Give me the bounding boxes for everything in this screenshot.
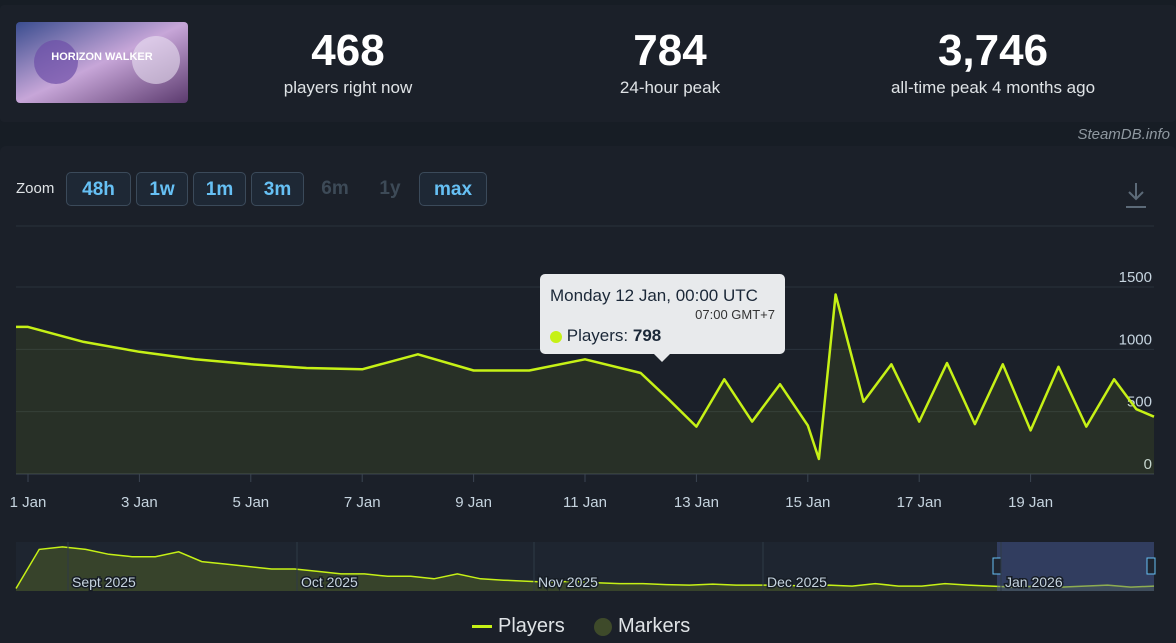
download-icon[interactable]	[1124, 181, 1148, 209]
tooltip-series-dot	[550, 330, 562, 343]
zoom-1m-button[interactable]: 1m	[193, 172, 246, 206]
tooltip-series-value: 798	[632, 326, 662, 345]
zoom-48h-button[interactable]: 48h	[66, 172, 131, 206]
peak-24h-label: 24-hour peak	[619, 78, 721, 97]
players-now-stat: 468 players right now	[268, 28, 428, 98]
legend-players-swatch	[472, 625, 492, 629]
zoom-1w-button[interactable]: 1w	[136, 172, 188, 206]
zoom-6m-button: 6m	[321, 178, 349, 199]
thumbnail-logo-text: HORIZON WALKER	[51, 51, 152, 63]
peak-24h-stat: 784 24-hour peak	[590, 28, 750, 98]
players-now-label: players right now	[283, 78, 413, 97]
chart-tooltip: Monday 12 Jan, 00:00 UTC 07:00 GMT+7 Pla…	[540, 274, 785, 362]
all-time-peak-stat: 3,746 all-time peak 4 months ago	[862, 28, 1124, 98]
legend-players[interactable]: Players	[472, 615, 565, 638]
game-thumbnail[interactable]: HORIZON WALKER	[16, 22, 188, 103]
zoom-max-button[interactable]: max	[419, 172, 487, 206]
chart-panel	[0, 146, 1176, 643]
legend-markers-label: Markers	[618, 615, 691, 637]
legend-players-label: Players	[498, 615, 565, 637]
steamdb-credit[interactable]: SteamDB.info	[1077, 126, 1170, 143]
tooltip-series-label: Players:	[566, 326, 633, 345]
tooltip-pointer	[654, 354, 670, 362]
legend-markers-swatch	[594, 617, 612, 636]
stats-header	[0, 5, 1176, 122]
all-time-peak-label: all-time peak 4 months ago	[890, 78, 1096, 97]
zoom-1y-button: 1y	[379, 178, 401, 199]
tooltip-title: Monday 12 Jan, 00:00 UTC	[550, 286, 758, 305]
all-time-peak-value: 3,746	[937, 26, 1049, 75]
zoom-3m-button[interactable]: 3m	[251, 172, 304, 206]
peak-24h-value: 784	[633, 26, 707, 75]
zoom-label: Zoom	[16, 180, 55, 197]
tooltip-subtitle: 07:00 GMT+7	[695, 307, 775, 322]
players-now-value: 468	[311, 26, 385, 75]
legend-markers[interactable]: Markers	[594, 615, 690, 638]
